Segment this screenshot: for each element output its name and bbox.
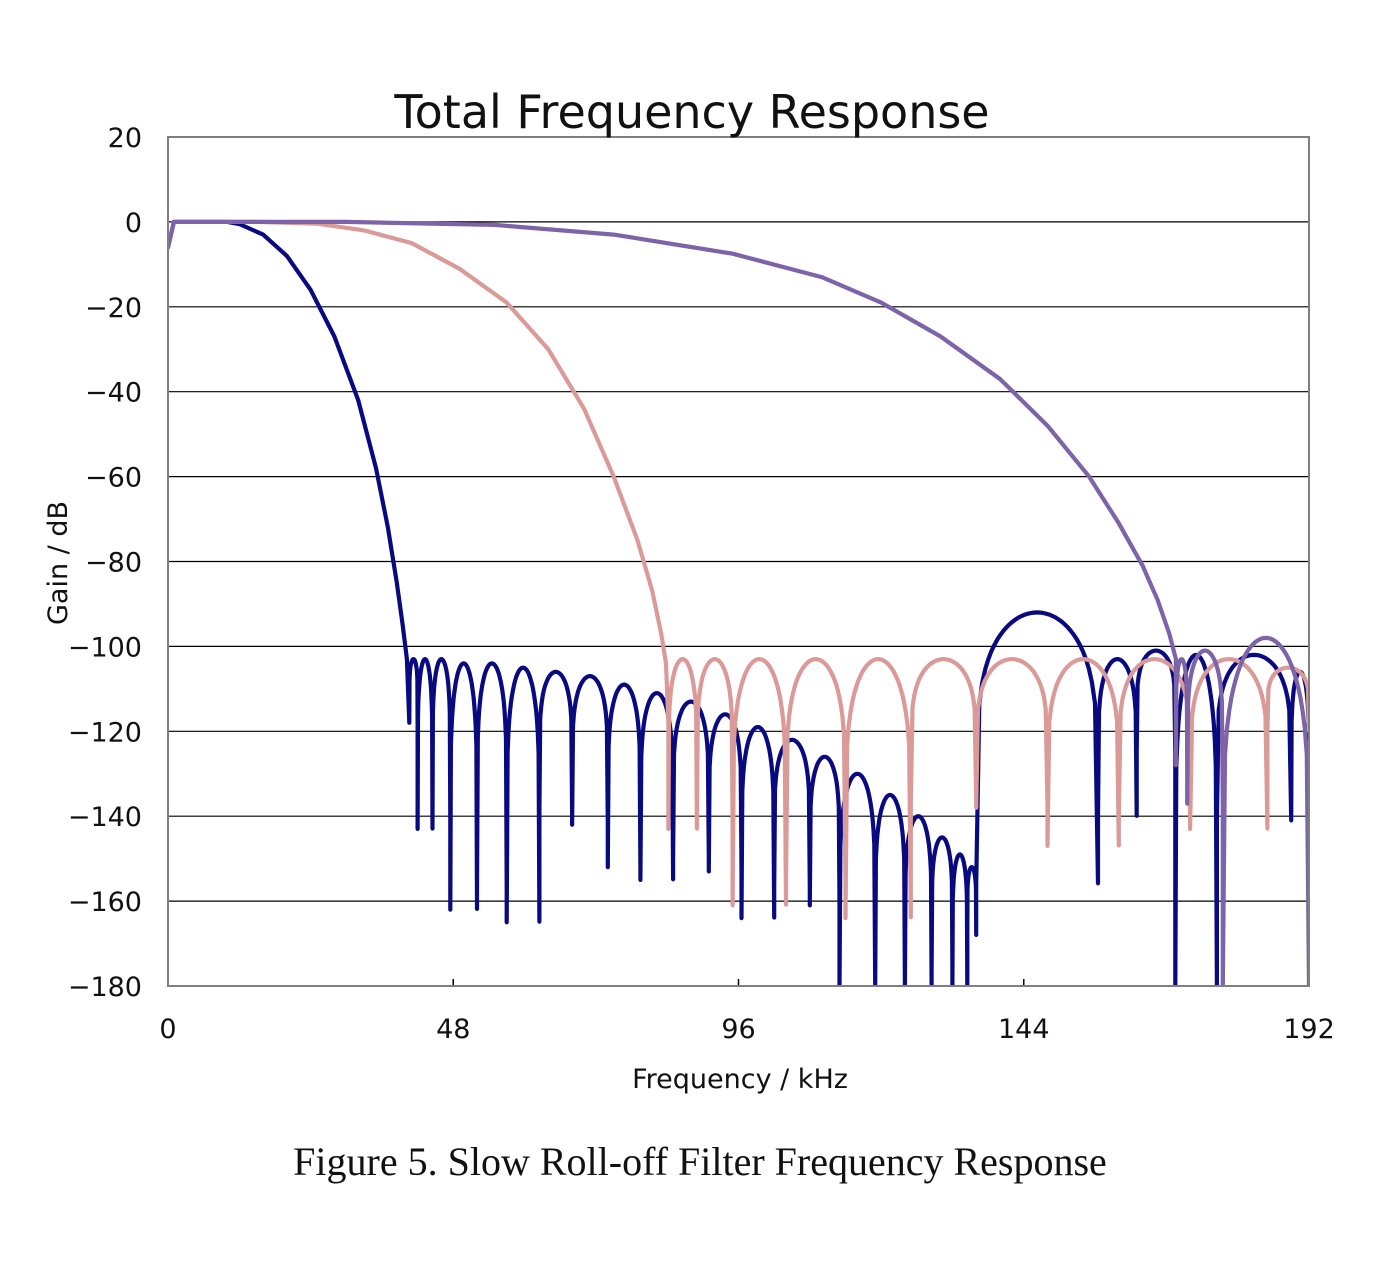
series-line-2 <box>168 219 1309 921</box>
x-tick-label: 48 <box>436 1014 470 1045</box>
y-tick-labels: 20 0 −20 −40 −60 −80 −100 −120 −140 −160 −180 <box>68 123 142 1003</box>
x-axis-label: Frequency / kHz <box>632 1064 848 1095</box>
chart-title: Total Frequency Response <box>393 85 989 139</box>
y-tick-label: −60 <box>85 463 142 494</box>
plot-frame <box>167 136 1310 987</box>
x-tick-label: 192 <box>1283 1014 1335 1045</box>
x-tick-label: 96 <box>721 1014 755 1045</box>
series-line-1 <box>168 219 1309 986</box>
x-tick-label: 144 <box>998 1014 1050 1045</box>
y-tick-label: −160 <box>68 887 142 918</box>
y-tick-label: 0 <box>125 208 142 239</box>
y-tick-label: −140 <box>68 802 142 833</box>
y-tick-label: −120 <box>68 717 142 748</box>
y-axis-label: Gain / dB <box>43 501 74 625</box>
series-line-3 <box>168 219 1309 986</box>
x-tick-label: 0 <box>159 1014 176 1045</box>
frequency-response-chart: 20 0 −20 −40 −60 −80 −100 −120 −140 −160 −180 0 48 9… <box>43 85 1335 1095</box>
y-tick-label: −20 <box>85 293 142 324</box>
y-tick-label: −100 <box>68 632 142 663</box>
y-tick-label: −180 <box>68 972 142 1003</box>
y-tick-label: −80 <box>85 548 142 579</box>
figure-caption: Figure 5. Slow Roll-off Filter Frequency… <box>293 1139 1107 1184</box>
y-tick-label: 20 <box>108 123 142 154</box>
y-tick-label: −40 <box>85 378 142 409</box>
x-tick-labels: 0 48 96 144 192 <box>159 1014 1334 1045</box>
grid-lines <box>167 221 1310 987</box>
series-layer <box>168 219 1309 986</box>
